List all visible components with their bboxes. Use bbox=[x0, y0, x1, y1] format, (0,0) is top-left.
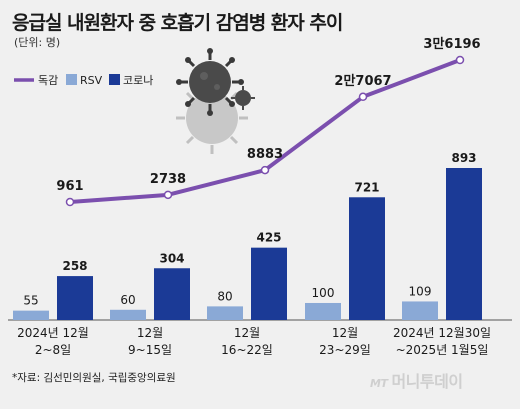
bar-rsv bbox=[13, 310, 49, 320]
x-tick-label: 9~15일 bbox=[128, 343, 172, 357]
bar-rsv bbox=[110, 309, 146, 320]
point-flu bbox=[358, 92, 368, 102]
bar-covid bbox=[349, 197, 385, 320]
point-flu bbox=[260, 165, 270, 175]
x-tick-label: ~2025년 1월5일 bbox=[396, 343, 489, 357]
source-note: *자료: 김선민의원실, 국립중앙의료원 bbox=[12, 372, 176, 384]
x-tick-label: 2024년 12월 bbox=[17, 326, 89, 340]
point-label-flu: 2만7067 bbox=[334, 73, 391, 89]
watermark: MT 머니투데이 bbox=[370, 368, 463, 392]
point-flu bbox=[163, 190, 173, 200]
bar-rsv bbox=[305, 302, 341, 320]
chart-marks: 55 258 2024년 12월 2~8일 60 304 12월 9~15일 80 425 12월 1… bbox=[13, 36, 491, 357]
point-label-flu: 3만6196 bbox=[423, 36, 480, 52]
bar-covid bbox=[251, 247, 287, 320]
legend-swatch-covid bbox=[109, 74, 120, 85]
bar-label-rsv: 109 bbox=[409, 284, 432, 298]
bar-label-covid: 893 bbox=[451, 151, 476, 165]
bar-label-rsv: 60 bbox=[120, 293, 135, 307]
point-label-flu: 961 bbox=[56, 179, 83, 194]
bar-covid bbox=[446, 168, 482, 320]
bar-label-covid: 304 bbox=[159, 251, 184, 265]
bar-label-covid: 721 bbox=[354, 180, 379, 194]
x-tick-label: 12월 bbox=[234, 326, 260, 340]
x-tick-label: 2024년 12월30일 bbox=[393, 326, 491, 340]
x-tick-label: 16~22일 bbox=[221, 343, 273, 357]
legend-label-flu: 독감 bbox=[38, 74, 58, 87]
watermark-text: 머니투데이 bbox=[391, 372, 463, 391]
bar-covid bbox=[154, 268, 190, 320]
point-flu bbox=[455, 55, 465, 65]
point-flu bbox=[65, 197, 75, 207]
legend-swatch-rsv bbox=[66, 74, 77, 85]
chart-title: 응급실 내원환자 중 호흡기 감염병 환자 추이 bbox=[12, 12, 343, 34]
bar-rsv bbox=[207, 306, 243, 320]
bar-covid bbox=[57, 276, 93, 320]
virus-illustration bbox=[176, 48, 255, 154]
x-tick-label: 2~8일 bbox=[35, 343, 71, 357]
watermark-mt: MT bbox=[370, 377, 388, 390]
bar-label-covid: 425 bbox=[256, 231, 281, 245]
x-tick-label: 23~29일 bbox=[319, 343, 371, 357]
bar-label-covid: 258 bbox=[62, 259, 87, 273]
legend: 독감 RSV 코로나 bbox=[14, 74, 153, 87]
bar-label-rsv: 80 bbox=[217, 289, 232, 303]
legend-label-rsv: RSV bbox=[80, 74, 103, 87]
legend-label-covid: 코로나 bbox=[123, 74, 153, 87]
bar-rsv bbox=[402, 301, 438, 320]
small-virus-icon bbox=[231, 86, 255, 110]
bar-label-rsv: 100 bbox=[312, 286, 335, 300]
x-tick-label: 12월 bbox=[332, 326, 358, 340]
point-label-flu: 8883 bbox=[247, 147, 283, 162]
unit-label: (단위: 명) bbox=[14, 36, 61, 49]
x-tick-label: 12월 bbox=[137, 326, 163, 340]
virus-icon bbox=[176, 48, 244, 116]
bar-label-rsv: 55 bbox=[23, 294, 38, 308]
point-label-flu: 2738 bbox=[150, 172, 186, 187]
